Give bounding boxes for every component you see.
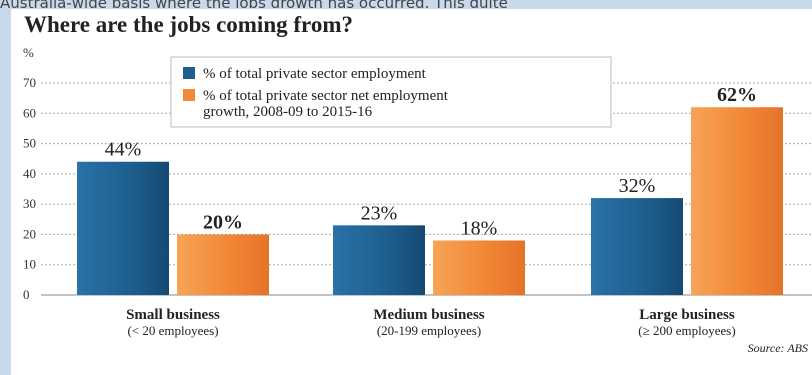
bar-growth-2 (691, 107, 783, 295)
bar-chart: 0 10 20 30 40 50 60 70 44% 20% Small business(< 2… (23, 45, 812, 355)
bar-employment-2 (591, 198, 683, 295)
bar-value-label: 23% (361, 202, 398, 224)
legend-label-growth-line1: % of total private sector net employment (203, 88, 449, 104)
legend-box (170, 56, 612, 128)
bar-growth-0 (177, 234, 269, 295)
y-tick-label: 70 (23, 75, 36, 90)
y-tick-label: 50 (23, 136, 36, 151)
bar-value-label: 32% (619, 175, 656, 197)
bar-value-label: 18% (461, 217, 498, 239)
bar-employment-1 (333, 225, 425, 295)
chart-title: Where are the jobs coming from? (24, 12, 353, 37)
bar-employment-0 (77, 161, 169, 295)
legend-swatch-growth (183, 89, 195, 101)
y-axis-unit-label: % (23, 45, 34, 60)
background-caption-text: Australia-wide basis where the jobs grow… (0, 0, 812, 8)
category-sublabel: (20-199 employees) (377, 323, 481, 338)
source-note: Source: ABS (748, 341, 808, 355)
bar-growth-1 (433, 240, 525, 295)
legend-label-employment: % of total private sector employment (203, 66, 427, 82)
bar-value-label: 62% (717, 84, 757, 106)
bar-value-label: 20% (203, 211, 243, 233)
category-sublabel: (< 20 employees) (127, 323, 218, 338)
legend-label-growth-line2: growth, 2008-09 to 2015-16 (203, 104, 373, 120)
category-label: Medium business (373, 307, 484, 323)
y-tick-label: 60 (23, 105, 36, 120)
chart-panel: Where are the jobs coming from? 0 10 20 30 4… (11, 9, 812, 375)
legend-swatch-employment (183, 67, 195, 79)
y-tick-label: 40 (23, 166, 36, 181)
category-sublabel: (≥ 200 employees) (638, 323, 735, 338)
bar-value-label: 44% (105, 139, 142, 161)
y-tick-label: 10 (23, 257, 36, 272)
y-tick-label: 30 (23, 196, 36, 211)
category-label: Small business (126, 307, 220, 323)
category-label: Large business (639, 307, 735, 323)
y-tick-label: 0 (23, 287, 30, 302)
y-tick-label: 20 (23, 226, 36, 241)
